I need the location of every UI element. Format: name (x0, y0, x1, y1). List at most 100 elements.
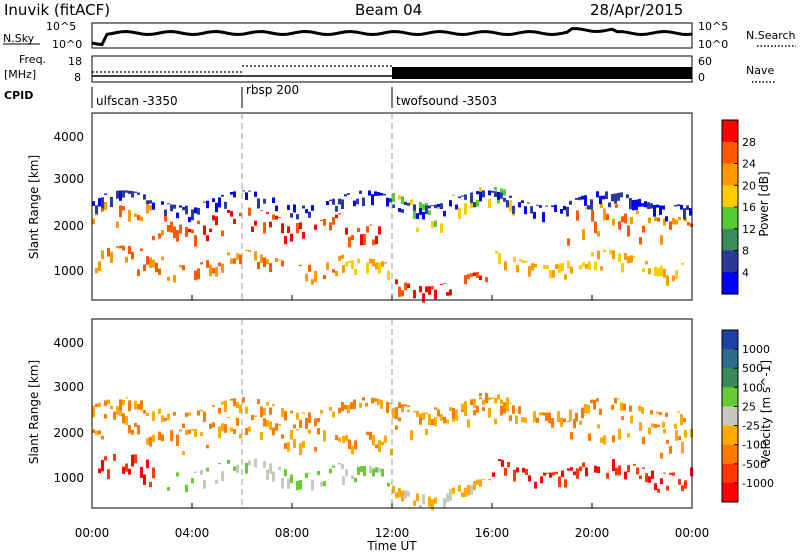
range-cell (206, 467, 209, 472)
range-cell (563, 205, 566, 211)
range-cell (422, 412, 425, 420)
range-cell (203, 201, 206, 203)
range-cell (630, 255, 633, 263)
range-cell (215, 202, 218, 213)
velocity-panel: 4000 3000 2000 1000 Slant Range [km] 100… (27, 318, 774, 511)
range-cell (173, 226, 176, 239)
range-cell (654, 424, 657, 428)
power-ytick-4000: 4000 (53, 130, 84, 144)
range-cell (479, 397, 482, 400)
range-cell (326, 262, 329, 270)
range-cell (140, 466, 143, 478)
range-cell (534, 481, 537, 489)
range-cell (603, 208, 606, 221)
range-cell (233, 398, 236, 407)
range-cell (314, 447, 317, 452)
range-cell (366, 226, 369, 233)
range-cell (372, 239, 375, 246)
range-cell (527, 202, 530, 204)
range-cell (401, 196, 404, 205)
range-cell (464, 275, 467, 285)
range-cell (230, 258, 233, 264)
range-cell (236, 417, 239, 426)
range-cell (278, 216, 281, 218)
range-cell (275, 258, 278, 262)
range-cell (164, 209, 167, 216)
range-cell (512, 205, 515, 214)
range-cell (197, 410, 200, 416)
colorbar-tick: -25 (742, 420, 760, 433)
range-cell (194, 207, 197, 214)
power-data (92, 187, 693, 303)
range-cell (500, 399, 503, 404)
range-cell (533, 411, 536, 423)
range-cell (504, 261, 507, 271)
range-cell (263, 418, 266, 427)
range-cell (533, 211, 536, 219)
range-cell (681, 485, 684, 492)
colorbar-tick: 100 (742, 381, 763, 394)
range-cell (134, 400, 137, 410)
range-cell (657, 217, 660, 222)
range-cell (434, 497, 437, 504)
range-cell (260, 432, 263, 441)
range-cell (119, 399, 122, 411)
range-cell (504, 468, 507, 476)
range-cell (575, 198, 578, 200)
range-cell (431, 499, 434, 511)
range-cell (464, 194, 467, 200)
range-cell (620, 402, 623, 411)
range-cell (560, 209, 563, 214)
range-cell (401, 404, 404, 410)
range-cell (131, 191, 134, 198)
range-cell (425, 429, 428, 436)
range-cell (657, 267, 660, 277)
range-cell (534, 263, 537, 268)
range-cell (374, 398, 377, 402)
range-cell (128, 209, 131, 222)
range-cell (519, 259, 522, 262)
range-cell (122, 245, 125, 251)
range-cell (344, 405, 347, 410)
range-cell (377, 192, 380, 196)
range-cell (525, 468, 528, 475)
range-cell (657, 488, 660, 493)
range-cell (485, 397, 488, 404)
range-cell (233, 258, 236, 264)
range-cell (380, 399, 383, 409)
range-cell (392, 193, 395, 202)
range-cell (563, 418, 566, 423)
range-cell (642, 467, 645, 469)
range-cell (488, 407, 491, 418)
range-cell (564, 479, 567, 488)
range-cell (206, 260, 209, 268)
range-cell (95, 430, 98, 436)
range-cell (662, 205, 665, 210)
range-cell (473, 202, 476, 208)
range-cell (678, 436, 681, 441)
range-cell (548, 412, 551, 424)
range-cell (185, 429, 188, 436)
range-cell (476, 200, 479, 207)
range-cell (662, 421, 665, 428)
range-cell (659, 412, 662, 416)
range-cell (636, 210, 639, 214)
frequency-tick-bottom: 8 (74, 71, 81, 84)
range-cell (332, 269, 335, 273)
range-cell (378, 467, 381, 473)
range-cell (98, 430, 101, 435)
range-cell (461, 195, 464, 197)
range-cell (476, 405, 479, 413)
range-cell (452, 407, 455, 419)
range-cell (666, 275, 669, 286)
range-cell (660, 265, 663, 277)
range-cell (482, 399, 485, 405)
colorbar-tick: 12 (742, 223, 756, 236)
range-cell (591, 209, 594, 222)
range-cell (299, 222, 302, 229)
velocity-ytick-4000: 4000 (53, 336, 84, 350)
range-cell (446, 493, 449, 502)
range-cell (245, 406, 248, 414)
range-cell (440, 284, 443, 285)
range-cell (125, 415, 128, 426)
